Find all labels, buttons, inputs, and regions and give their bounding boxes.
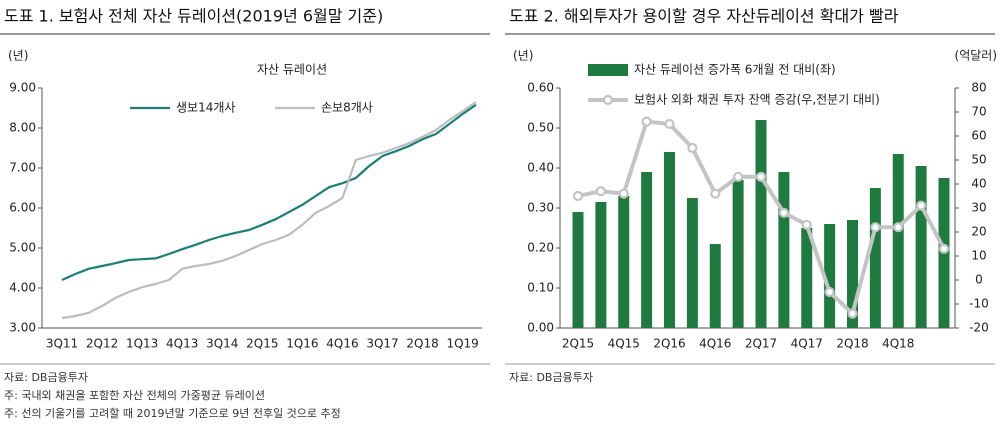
y2-tick-label: 60 [971,129,986,143]
x-tick-label: 3Q17 [366,337,398,351]
x-tick-label: 2Q17 [745,337,777,351]
y2-tick-label: 40 [971,177,986,191]
x-tick-label: 4Q15 [608,337,640,351]
x-tick-label: 2Q15 [246,337,278,351]
legend-marker [602,94,614,106]
line-marker [595,186,606,197]
y-axis-label: (년) [8,49,28,63]
bar [572,212,584,328]
line-marker [687,142,698,154]
y2-tick-label: 80 [971,81,986,95]
line-marker [733,171,744,182]
y-tick-label: 4.00 [9,281,36,295]
bar [801,228,813,328]
x-tick-label: 4Q13 [166,337,198,351]
x-tick-label: 2Q18 [836,337,868,351]
x-tick-label: 4Q18 [882,337,914,351]
x-tick-label: 1Q13 [126,337,158,351]
line-marker [710,188,721,199]
legend-label: 자산 듀레이션 증가폭 6개월 전 대비(좌) [634,63,836,77]
line-marker [618,188,629,199]
y2-tick-label: 10 [971,249,986,263]
chart-title: 도표 2. 해외투자가 용이할 경우 자산듀레이션 확대가 빨라 [509,7,899,26]
y2-tick-label: 20 [971,225,986,239]
y-tick-label: 7.00 [9,161,36,175]
y-axis-label: (년) [513,49,533,63]
bar [641,172,653,328]
x-tick-label: 1Q19 [446,337,478,351]
x-tick-label: 1Q16 [286,337,318,351]
x-tick-label: 3Q14 [206,337,238,351]
line-marker [641,116,652,127]
note: 자료: DB금융투자 [509,371,593,384]
line-marker [572,190,584,202]
bar [732,180,744,328]
legend-swatch [588,64,628,76]
legend-label: 생보14개사 [176,101,235,115]
line-series [61,103,477,282]
y-tick-label: 0.10 [527,281,554,295]
line-marker [893,222,904,233]
bar [778,172,790,328]
legend-label: 보험사 외화 채권 투자 잔액 증감(우,전분기 대비) [634,93,880,107]
y2-tick-label: 70 [971,105,986,119]
y2-tick-label: 30 [971,201,986,215]
y-tick-label: 0.60 [527,81,554,95]
y-tick-label: 0.00 [527,321,554,335]
y2-tick-label: -20 [969,321,989,335]
y2-tick-label: 0 [975,273,983,287]
line-marker [938,243,950,254]
bar [709,244,721,328]
bar [755,120,767,328]
x-tick-label: 4Q17 [791,337,823,351]
bar [892,154,904,328]
y2-axis-label: (억달러) [955,49,997,63]
y2-tick-label: 50 [971,153,986,167]
bar [824,224,836,328]
note: 자료: DB금융투자 [4,371,88,384]
y-tick-label: 0.40 [527,161,554,175]
y2-tick-label: -10 [969,297,989,311]
x-tick-label: 2Q18 [406,337,438,351]
line-series [61,101,477,320]
bar [664,152,675,328]
x-tick-label: 4Q16 [699,337,731,351]
legend-label: 손보8개사 [321,101,373,115]
x-tick-label: 3Q11 [46,337,78,351]
y-tick-label: 6.00 [9,201,36,215]
x-tick-label: 4Q16 [326,337,358,351]
bar [915,166,927,328]
x-tick-label: 2Q15 [562,337,594,351]
line-marker [870,222,881,233]
bar [686,198,698,328]
note: 주: 국내외 채권을 포함한 자산 전체의 가중평균 듀레이션 [4,389,265,402]
y-tick-label: 0.50 [527,121,554,135]
line-marker [801,219,812,230]
line-marker [916,200,927,211]
x-tick-label: 2Q16 [653,337,685,351]
bar [869,188,881,328]
y-tick-label: 8.00 [9,121,36,135]
line-marker [847,308,858,319]
bar [595,202,607,328]
chart-subtitle: 자산 듀레이션 [257,63,327,77]
line-marker [778,207,789,218]
bar [847,220,858,328]
note: 주: 선의 기울기를 고려할 때 2019년말 기준으로 9년 전후일 것으로 … [4,406,341,420]
y-tick-label: 0.30 [527,201,554,215]
y-tick-label: 5.00 [9,241,36,255]
x-tick-label: 2Q12 [86,337,118,351]
y-tick-label: 9.00 [9,81,36,95]
bar [618,196,630,328]
line-marker [755,171,767,182]
y-tick-label: 3.00 [9,321,36,335]
chart-title: 도표 1. 보험사 전체 자산 듀레이션(2019년 6월말 기준) [4,7,383,26]
y-tick-label: 0.20 [527,241,554,255]
line-marker [664,118,675,130]
line-marker [824,286,835,298]
